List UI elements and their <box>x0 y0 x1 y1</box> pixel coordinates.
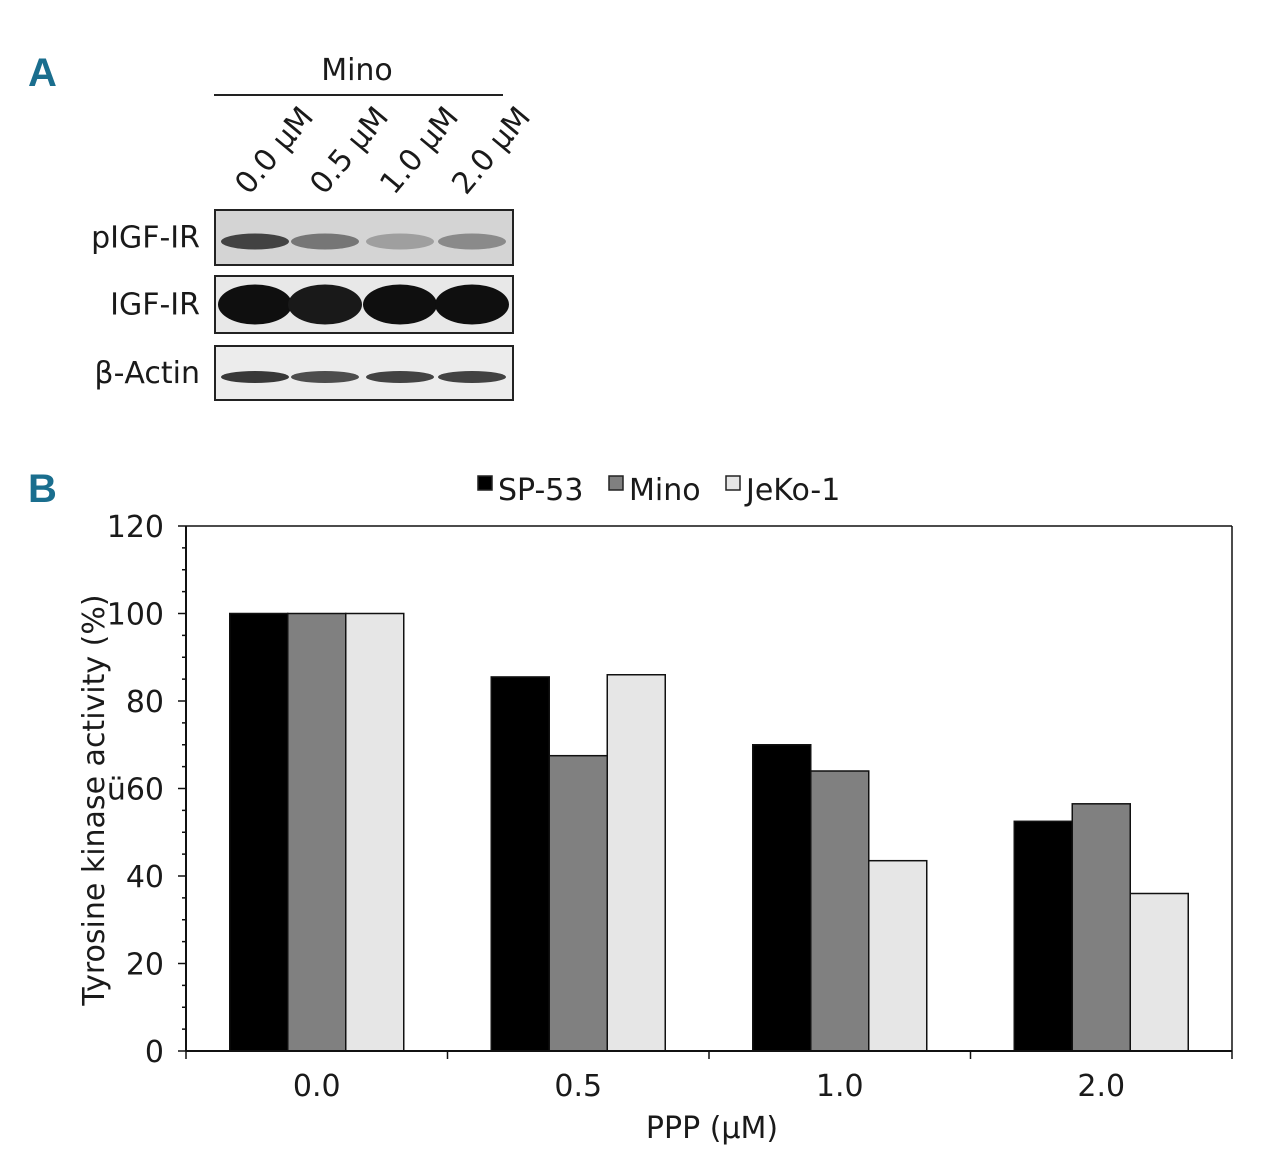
legend-item: Mino <box>608 473 701 508</box>
legend-label: JeKo-1 <box>744 473 840 508</box>
bar <box>868 859 928 1052</box>
x-tick-label: 0.0 <box>293 1069 341 1104</box>
bar <box>345 612 405 1052</box>
blot-band <box>291 233 359 250</box>
legend-label: Mino <box>629 473 701 508</box>
bar <box>810 770 870 1052</box>
blot-band <box>366 233 434 250</box>
cell-line-label: Mino <box>321 53 393 88</box>
x-axis-ticks: 0.0 0.5 1.0 2.0 <box>185 1051 1233 1104</box>
bar <box>606 674 666 1052</box>
bar <box>490 676 550 1052</box>
blot-label: pIGF-IR <box>91 221 200 256</box>
blot-band <box>363 284 437 325</box>
legend-item: JeKo-1 <box>725 473 840 508</box>
panel-a-western-blot: A Mino 0.0 μM0.5 μM1.0 μM2.0 μM pIGF-IR I… <box>28 51 538 401</box>
blot-label: IGF-IR <box>110 288 200 323</box>
x-tick-label: 1.0 <box>816 1069 864 1104</box>
y-tick-label: 100 <box>107 598 164 633</box>
blot-label: β-Actin <box>94 356 200 391</box>
lane-label: 0.0 μM <box>228 100 321 201</box>
blot-band <box>438 371 506 383</box>
x-tick-label: 0.5 <box>554 1069 602 1104</box>
bar-marks <box>229 612 1189 1052</box>
y-axis-title: Tyrosine kinase activity (%) <box>77 594 112 1006</box>
blot-band <box>221 233 289 250</box>
bar <box>1071 803 1131 1052</box>
blot-band <box>288 284 362 325</box>
legend-item: SP-53 <box>477 473 583 508</box>
bar <box>752 744 812 1052</box>
lane-labels: 0.0 μM0.5 μM1.0 μM2.0 μM <box>228 100 538 201</box>
bar <box>229 612 289 1052</box>
lane-label: 2.0 μM <box>445 100 538 201</box>
blot-strip <box>214 209 514 266</box>
y-tick-label: 80 <box>126 685 164 720</box>
panel-b-letter: B <box>28 467 57 511</box>
x-tick-label: 2.0 <box>1077 1069 1125 1104</box>
blot-band <box>438 233 506 250</box>
blot-strip <box>214 275 514 334</box>
legend-label: SP-53 <box>498 473 583 508</box>
bar <box>1013 820 1073 1052</box>
blot-strip <box>214 345 514 401</box>
bar <box>548 754 608 1052</box>
bar <box>287 612 347 1052</box>
blot-band <box>291 371 359 383</box>
blot-band <box>366 371 434 383</box>
lane-label: 1.0 μM <box>373 100 466 201</box>
blot-labels: pIGF-IR IGF-IR β-Actin <box>91 221 200 392</box>
bar <box>1129 892 1189 1052</box>
y-tick-label: 120 <box>107 510 164 545</box>
blot-band <box>221 371 289 383</box>
y-axis-ticks: 0 20 40 ü60 80 100 120 <box>107 510 186 1070</box>
panel-a-letter: A <box>28 51 57 95</box>
legend-swatch <box>477 475 493 491</box>
x-axis-title: PPP (μM) <box>646 1111 778 1146</box>
blot-band <box>218 284 292 325</box>
y-tick-label: 0 <box>145 1035 164 1070</box>
chart-legend: SP-53 Mino JeKo-1 <box>477 473 840 508</box>
blot-band <box>435 284 509 325</box>
legend-swatch <box>608 475 624 491</box>
y-tick-label: 20 <box>126 948 164 983</box>
y-tick-label: ü60 <box>107 773 164 808</box>
y-tick-label: 40 <box>126 860 164 895</box>
blot-strips <box>214 209 514 401</box>
legend-swatch <box>725 475 741 491</box>
